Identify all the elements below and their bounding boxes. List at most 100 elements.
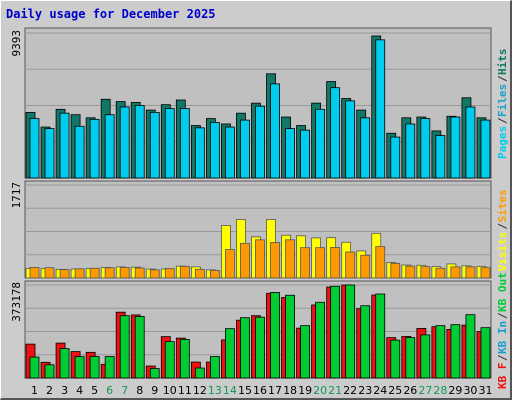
- visits-sites-panel-bar-sites: [44, 267, 55, 279]
- day-tick-label: 25: [388, 384, 402, 397]
- day-tick-label: 3: [61, 384, 68, 397]
- day-tick-label: 2: [46, 384, 53, 397]
- visits-sites-panel-bar-sites: [59, 269, 70, 279]
- day-tick-label: 19: [298, 384, 312, 397]
- visits-sites-panel-bar-sites: [375, 246, 386, 279]
- visits-sites-panel-bar-sites: [164, 268, 175, 279]
- day-tick-label: 12: [193, 384, 207, 397]
- day-tick-label: 9: [151, 384, 158, 397]
- day-tick-label: 14: [223, 384, 237, 397]
- hits-pages-panel-bar-pages: [345, 100, 356, 179]
- day-tick-label: 24: [373, 384, 387, 397]
- day-tick-label: 5: [91, 384, 98, 397]
- visits-sites-panel-bar-sites: [194, 268, 205, 279]
- visits-sites-panel-bar-sites: [225, 249, 235, 279]
- visits-sites-panel-ymax-label: 1717: [10, 182, 23, 209]
- visits-sites-panel-bar-sites: [330, 246, 341, 279]
- kbytes-panel-bar-kb-out: [255, 316, 265, 379]
- hits-pages-panel-bar-pages: [134, 105, 145, 179]
- kbytes-panel-bar-kb-out: [465, 314, 476, 379]
- day-tick-label: 26: [403, 384, 417, 397]
- hits-pages-panel-bar-pages: [59, 112, 70, 179]
- visits-sites-panel-bar-sites: [450, 266, 461, 279]
- hits-pages-panel-bar-pages: [29, 118, 40, 179]
- day-tick-label: 22: [343, 384, 357, 397]
- kbytes-panel-bar-kb-out: [104, 356, 115, 379]
- hits-pages-panel-legend-4: Hits: [496, 49, 509, 76]
- day-tick-label: 21: [328, 384, 342, 397]
- visits-sites-panel-legend-0: Visits: [496, 232, 509, 272]
- kbytes-panel-bar-kb-out: [345, 284, 356, 379]
- day-tick-label: 7: [121, 384, 128, 397]
- kbytes-panel-ymax-label: 373178: [10, 282, 23, 322]
- visits-sites-panel-bar-sites: [270, 242, 280, 279]
- visits-sites-panel-bar-sites: [134, 267, 145, 279]
- day-tick-label: 29: [448, 384, 462, 397]
- day-tick-label: 31: [478, 384, 492, 397]
- hits-pages-panel-bar-pages: [164, 108, 175, 179]
- hits-pages-panel-bar-pages: [179, 108, 190, 179]
- hits-pages-panel-bar-pages: [315, 108, 326, 179]
- hits-pages-panel-bar-pages: [465, 106, 476, 179]
- kbytes-panel-bar-kb-out: [44, 364, 55, 379]
- hits-pages-panel-bar-pages: [390, 136, 401, 179]
- day-tick-label: 27: [418, 384, 432, 397]
- day-tick-label: 30: [463, 384, 477, 397]
- hits-pages-panel-bar-pages: [405, 123, 416, 179]
- kbytes-panel-bar-kb-out: [59, 348, 70, 379]
- hits-pages-panel-bar-pages: [240, 119, 250, 179]
- kbytes-panel-bar-kb-out: [375, 293, 386, 379]
- kbytes-panel-bar-kb-out: [330, 285, 341, 379]
- day-tick-label: 10: [163, 384, 177, 397]
- day-tick-label: 16: [253, 384, 267, 397]
- kbytes-panel-bar-kb-out: [119, 315, 130, 379]
- visits-sites-panel-bar-sites: [255, 239, 265, 279]
- kbytes-panel-bar-kb-out: [405, 337, 416, 379]
- chart-title: Daily usage for December 2025: [6, 7, 216, 21]
- visits-sites-panel-legend-2: Sites: [496, 189, 509, 222]
- visits-sites-panel-bar-sites: [345, 251, 356, 279]
- kbytes-panel-legend-3: /: [496, 312, 509, 319]
- kbytes-panel-bar-kb-out: [360, 305, 371, 379]
- hits-pages-panel-bar-pages: [480, 119, 491, 179]
- hits-pages-panel-bar-pages: [104, 114, 115, 179]
- hits-pages-panel-legend-3: /: [496, 75, 509, 82]
- day-tick-label: 4: [76, 384, 83, 397]
- visits-sites-panel-bar-sites: [149, 269, 160, 279]
- kbytes-panel-bar-kb-out: [315, 301, 326, 379]
- visits-sites-panel-bar-sites: [390, 262, 401, 279]
- kbytes-panel-bar-kb-out: [300, 325, 310, 379]
- hits-pages-panel-bar-pages: [209, 122, 220, 179]
- kbytes-panel-bar-kb-out: [225, 328, 235, 379]
- hits-pages-panel-bar-pages: [330, 87, 341, 179]
- hits-pages-panel-bar-pages: [435, 135, 446, 179]
- kbytes-panel-bar-kb-out: [89, 356, 100, 379]
- visits-sites-panel-bar-sites: [240, 242, 250, 279]
- visits-sites-panel-bar-sites: [360, 254, 371, 279]
- day-tick-label: 11: [178, 384, 192, 397]
- kbytes-panel-bar-kb-out: [435, 325, 446, 379]
- visits-sites-panel-bar-sites: [435, 267, 446, 279]
- kbytes-panel-bar-kb-out: [194, 367, 205, 379]
- visits-sites-panel-legend-1: /: [496, 223, 509, 230]
- day-tick-label: 13: [208, 384, 222, 397]
- kbytes-panel-bar-kb-out: [149, 368, 160, 379]
- hits-pages-panel-bar-pages: [225, 126, 235, 179]
- kbytes-panel-bar-kb-out: [450, 324, 461, 379]
- hits-pages-panel-ymax-label: 9393: [10, 30, 23, 57]
- hits-pages-panel-legend-2: Files: [496, 84, 509, 117]
- hits-pages-panel-bar-pages: [149, 111, 160, 179]
- visits-sites-panel-bar-sites: [104, 267, 115, 279]
- visits-sites-panel-bar-sites: [29, 267, 40, 279]
- hits-pages-panel-bar-pages: [89, 118, 100, 179]
- day-tick-label: 1: [31, 384, 38, 397]
- kbytes-panel-legend-1: /: [496, 354, 509, 361]
- kbytes-panel-bar-kb-out: [270, 292, 280, 379]
- hits-pages-panel-legend-0: Pages: [496, 126, 509, 159]
- hits-pages-panel-bar-pages: [194, 127, 205, 179]
- kbytes-panel-bar-kb-out: [420, 334, 431, 379]
- kbytes-panel-bar-kb-out: [480, 327, 491, 379]
- visits-sites-panel-bar-sites: [315, 247, 326, 279]
- hits-pages-panel-bar-pages: [270, 83, 280, 179]
